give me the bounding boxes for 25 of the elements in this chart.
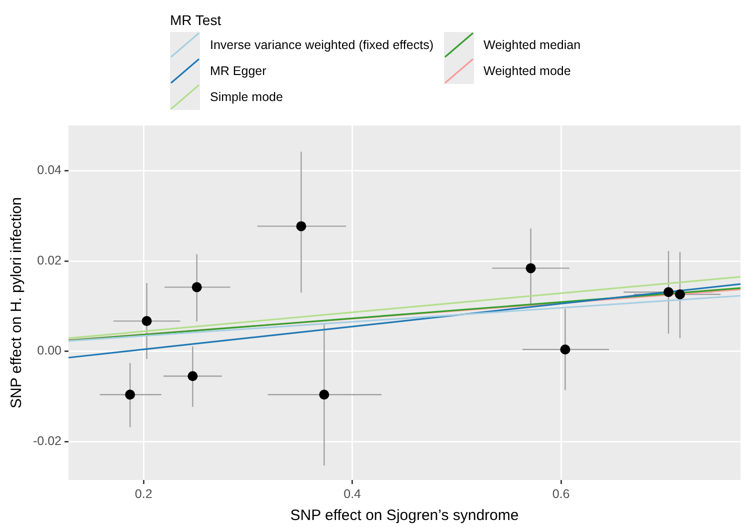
legend-label: MR Egger (210, 64, 266, 78)
legend-title: MR Test (170, 12, 222, 28)
point (125, 390, 136, 400)
point (142, 316, 152, 326)
legend-label: Weighted median (484, 38, 581, 52)
point (319, 390, 330, 400)
y-tick-label: 0.00 (37, 344, 62, 358)
legend-label: Weighted mode (484, 64, 571, 78)
point (526, 263, 536, 274)
y-tick-label: 0.02 (37, 253, 62, 268)
y-tick-label: 0.04 (37, 163, 62, 178)
x-axis-title: SNP effect on Sjogren’s syndrome (290, 507, 519, 524)
point (192, 282, 202, 292)
x-tick-label: 0.4 (344, 486, 362, 501)
point (664, 287, 674, 298)
y-axis-title: SNP effect on H. pylori infection (8, 197, 26, 408)
point (560, 344, 570, 354)
legend-label: Inverse variance weighted (fixed effects) (210, 38, 434, 52)
x-tick-label: 0.6 (552, 486, 570, 501)
point (674, 289, 685, 300)
point (188, 371, 198, 382)
y-tick-label: -0.02 (32, 434, 62, 448)
x-tick-label: 0.2 (134, 486, 152, 501)
legend-label: Simple mode (210, 90, 283, 104)
point (296, 221, 306, 232)
